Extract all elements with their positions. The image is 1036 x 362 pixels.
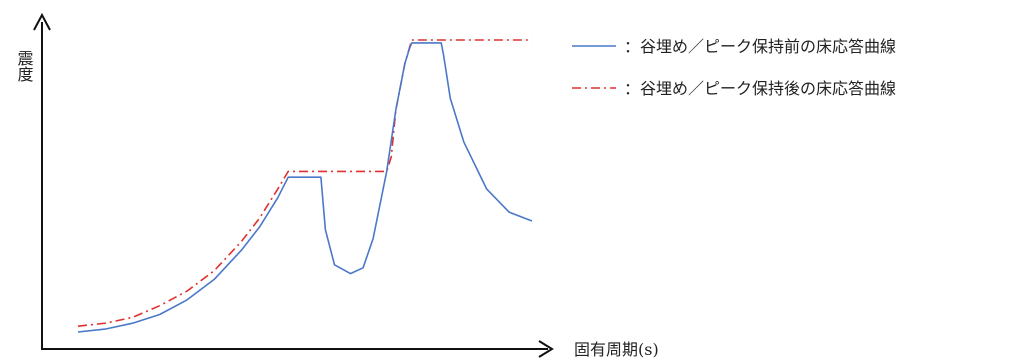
y-axis-arrowhead (33, 12, 51, 31)
series-line-1 (77, 42, 533, 333)
legend-label-1: ：谷埋め／ピーク保持前の床応答曲線 (624, 37, 896, 56)
y-axis-label: 震度 (15, 50, 34, 82)
legend-label-2: ：谷埋め／ピーク保持後の床応答曲線 (624, 79, 896, 98)
series-line-2 (77, 39, 532, 327)
plot-area (77, 39, 533, 333)
legend: ：谷埋め／ピーク保持前の床応答曲線 ：谷埋め／ピーク保持後の床応答曲線 (572, 37, 896, 98)
axes (33, 12, 554, 358)
x-axis-arrowhead (538, 340, 554, 358)
x-axis-label: 固有周期(s) (574, 340, 659, 359)
